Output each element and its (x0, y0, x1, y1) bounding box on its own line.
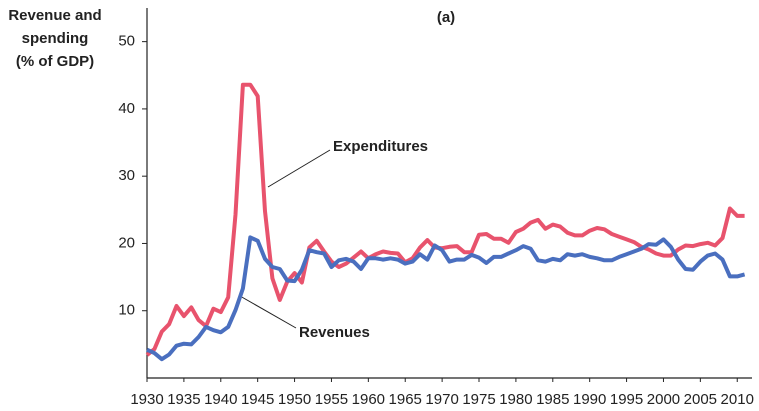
x-tick-label: 2005 (684, 391, 717, 408)
x-tick-label: 1960 (352, 391, 385, 408)
x-tick-label: 1965 (389, 391, 422, 408)
y-axis-label: Revenue and (8, 7, 101, 24)
leader-line (267, 149, 331, 188)
x-tick-label: 1970 (425, 391, 458, 408)
x-tick-label: 1980 (499, 391, 532, 408)
y-axis-label: spending (22, 30, 89, 47)
y-tick-label: 10 (118, 302, 135, 319)
x-tick-label: 2010 (721, 391, 754, 408)
y-tick-label: 40 (118, 100, 135, 117)
x-tick-label: 1945 (241, 391, 274, 408)
y-axis-label: (% of GDP) (16, 53, 94, 70)
annotation: Revenues (299, 324, 370, 341)
y-tick-label: 30 (118, 167, 135, 184)
x-tick-label: 1930 (130, 391, 163, 408)
y-tick-label: 20 (118, 234, 135, 251)
x-tick-label: 1990 (573, 391, 606, 408)
x-tick-label: 2000 (647, 391, 680, 408)
series-line (146, 235, 746, 362)
x-tick-label: 1935 (167, 391, 200, 408)
annotation: Expenditures (333, 138, 428, 155)
x-tick-label: 1955 (315, 391, 348, 408)
chart-title: (a) (437, 9, 455, 26)
series-line (145, 82, 745, 357)
x-tick-label: 1995 (610, 391, 643, 408)
x-tick-label: 1950 (278, 391, 311, 408)
leader-line (239, 295, 297, 329)
x-tick-label: 1975 (462, 391, 495, 408)
y-tick-label: 50 (118, 33, 135, 50)
x-tick-label: 1940 (204, 391, 237, 408)
x-tick-label: 1985 (536, 391, 569, 408)
